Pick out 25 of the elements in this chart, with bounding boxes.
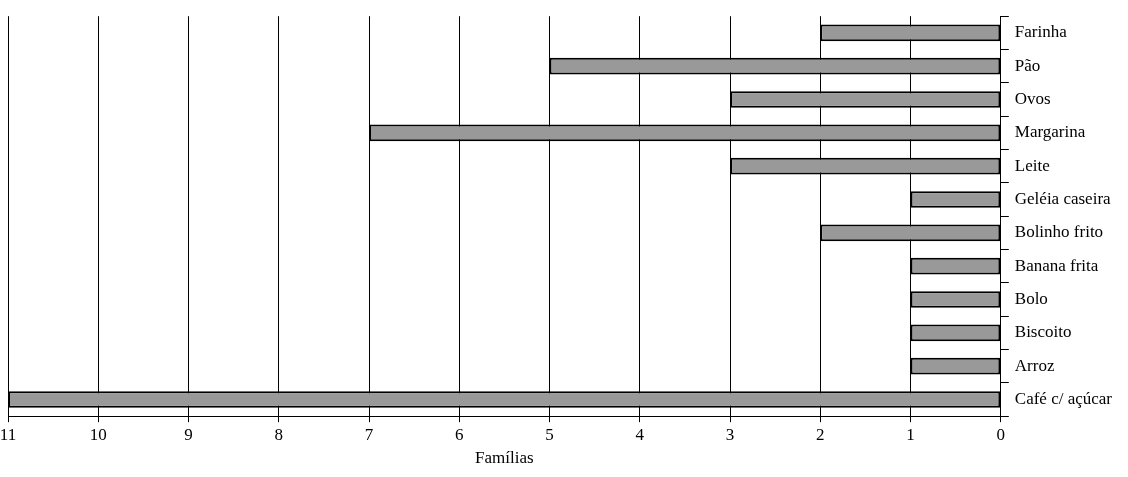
x-tick-label: 11 (0, 424, 17, 444)
y-tick-label: Biscoito (1014, 322, 1072, 342)
x-tick-label: 1 (906, 424, 915, 444)
y-tick-label: Banana frita (1014, 255, 1099, 275)
x-tick-label: 4 (635, 424, 645, 444)
x-tick-label: 10 (89, 424, 107, 444)
y-tick-label: Bolinho frito (1014, 222, 1104, 242)
y-tick-label: Café c/ açúcar (1014, 389, 1113, 408)
y-tick-label: Ovos (1014, 89, 1051, 108)
y-tick-label: Geléia caseira (1014, 189, 1112, 208)
y-tick-label: Pão (1014, 55, 1041, 75)
y-tick-label: Leite (1014, 155, 1050, 175)
x-tick-label: 0 (996, 424, 1006, 444)
x-tick-label: 9 (184, 424, 193, 444)
x-tick-label: 8 (274, 424, 284, 444)
y-tick-label: Farinha (1014, 22, 1068, 42)
x-tick-label: 2 (816, 424, 825, 444)
y-tick-label: Margarina (1014, 122, 1086, 142)
x-tick-label: 3 (725, 424, 735, 444)
x-tick-label: 6 (455, 424, 464, 444)
x-tick-label: 7 (364, 424, 374, 444)
x-tick-label: 5 (545, 424, 554, 444)
y-tick-label: Bolo (1014, 289, 1048, 308)
y-tick-label: Arroz (1014, 355, 1055, 375)
x-axis-title: Famílias (475, 448, 534, 468)
